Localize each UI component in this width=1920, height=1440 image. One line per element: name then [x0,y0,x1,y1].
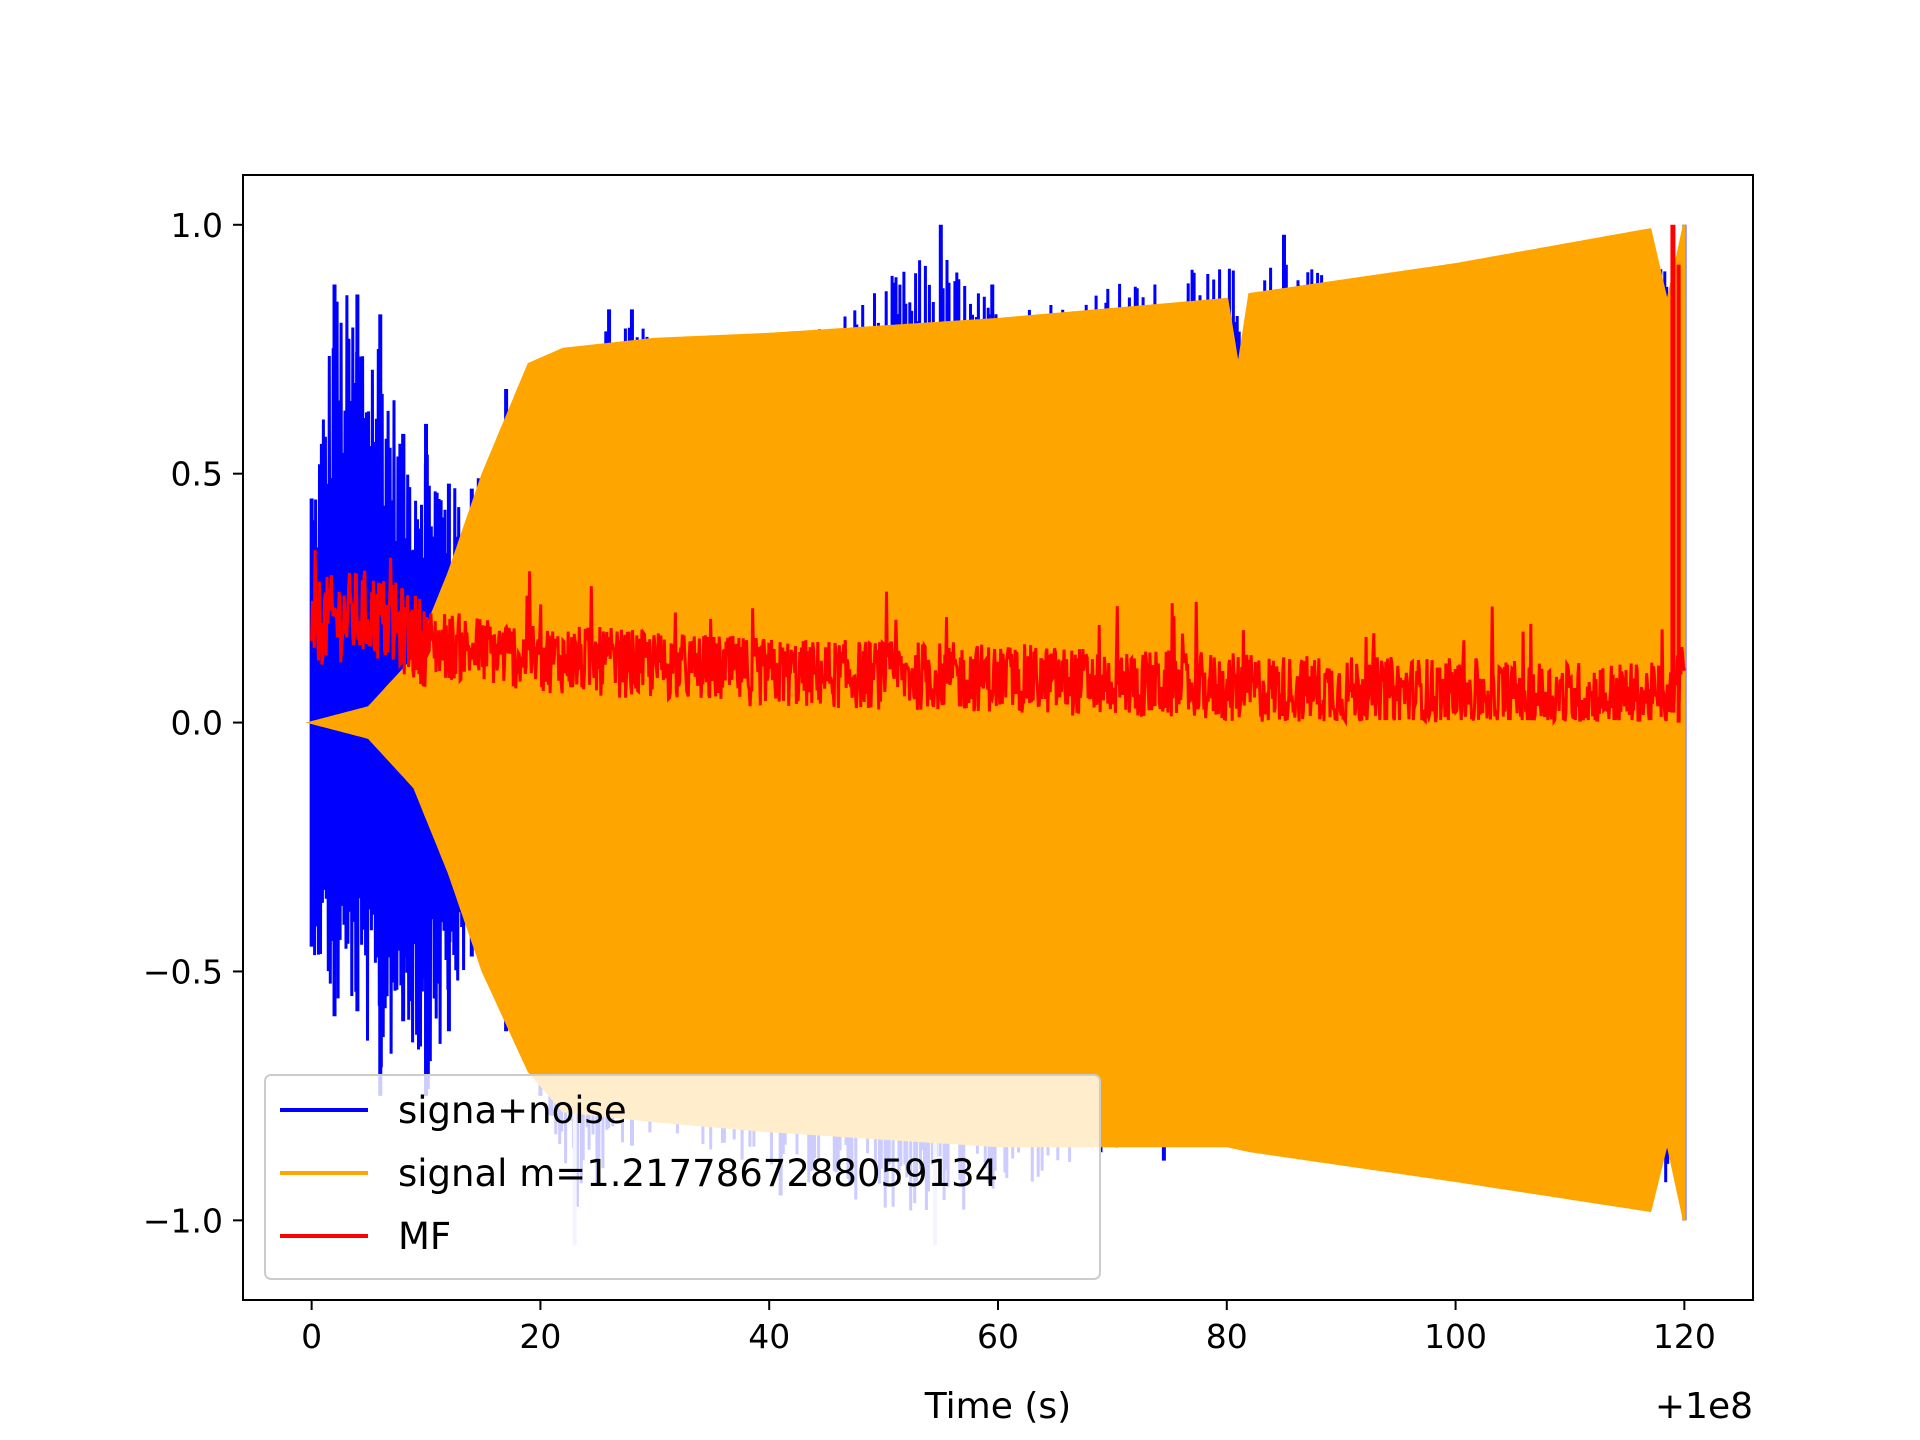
legend-box [264,1074,1101,1280]
x-tick-label: 40 [748,1317,790,1356]
y-tick-label: −1.0 [143,1201,223,1240]
x-axis-offset-label: +1e8 [1655,1386,1753,1427]
plot-area [305,224,1687,1246]
legend-label-signal: signal m=1.2177867288059134 [398,1152,998,1195]
y-axis: −1.0 −0.5 0.0 0.5 1.0 [143,206,243,1240]
y-tick-label: 0.5 [171,455,223,494]
x-tick-label: 120 [1653,1317,1716,1356]
y-tick-label: 1.0 [171,206,223,245]
x-tick-label: 100 [1424,1317,1487,1356]
legend: signa+noise signal m=1.2177867288059134 … [264,1074,1101,1280]
x-tick-label: 80 [1206,1317,1248,1356]
legend-label-signal-noise: signa+noise [398,1089,627,1132]
legend-label-mf: MF [398,1215,451,1258]
series-layer [305,224,1687,1246]
x-tick-label: 20 [519,1317,561,1356]
x-axis-label: Time (s) [924,1386,1071,1427]
y-tick-label: −0.5 [143,952,223,991]
y-tick-label: 0.0 [171,704,223,743]
x-tick-label: 60 [977,1317,1019,1356]
x-axis: 0 20 40 60 80 100 120 [301,1300,1716,1356]
x-tick-label: 0 [301,1317,322,1356]
series-mf-line [310,549,1686,727]
